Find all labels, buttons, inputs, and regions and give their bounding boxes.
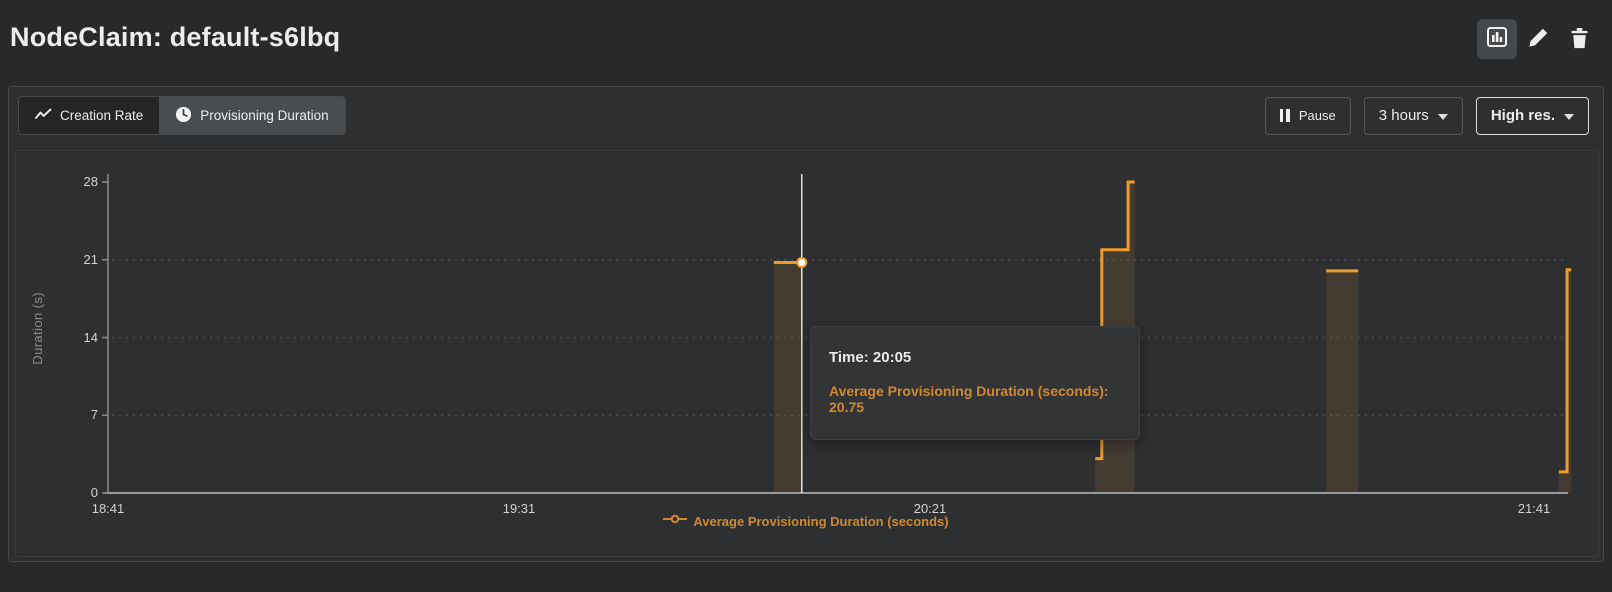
trash-icon: [1568, 26, 1591, 55]
metric-tabs: Creation Rate Provisioning Duration: [18, 96, 346, 135]
tooltip-time: Time: 20:05: [829, 349, 912, 366]
page-header: NodeClaim: default-s6lbq: [0, 0, 1612, 80]
panel-chart-button[interactable]: [1477, 19, 1517, 59]
legend-item-avg-provisioning-duration[interactable]: Average Provisioning Duration (seconds): [663, 512, 949, 530]
chart-area[interactable]: [15, 150, 1599, 557]
time-range-label: 3 hours: [1378, 107, 1429, 124]
clock-icon: [175, 106, 192, 126]
edit-button[interactable]: [1525, 27, 1551, 53]
y-axis-title: Duration (s): [30, 292, 45, 365]
y-tick-label: 28: [83, 174, 98, 189]
time-range-dropdown[interactable]: 3 hours: [1363, 96, 1463, 135]
y-tick-label: 7: [90, 407, 98, 423]
resolution-label: High res.: [1490, 107, 1555, 124]
pencil-icon: [1526, 25, 1551, 55]
x-tick-label: 19:31: [502, 501, 536, 516]
x-tick-label: 18:41: [91, 501, 125, 516]
page-title: NodeClaim: default-s6lbq: [10, 22, 341, 52]
resolution-dropdown[interactable]: High res.: [1475, 96, 1589, 135]
trend-line-icon: [35, 108, 52, 124]
y-tick-label: 14: [83, 329, 98, 345]
pause-button-label: Pause: [1298, 108, 1336, 123]
bar-chart-icon: [1485, 25, 1509, 54]
delete-button[interactable]: [1566, 27, 1592, 53]
line-circle-marker-icon: [663, 512, 688, 530]
legend-label: Average Provisioning Duration (seconds): [693, 513, 949, 529]
chart-controls: Pause 3 hours High res.: [1264, 96, 1589, 135]
x-tick-label: 21:41: [1517, 501, 1551, 516]
metrics-panel: Creation Rate Provisioning Duration Paus…: [8, 86, 1604, 562]
tab-creation-rate[interactable]: Creation Rate: [19, 97, 159, 134]
x-tick-label: 20:21: [913, 501, 947, 516]
y-tick-label: 21: [83, 251, 98, 267]
tab-provisioning-duration[interactable]: Provisioning Duration: [159, 97, 345, 134]
pause-button[interactable]: Pause: [1264, 96, 1351, 135]
pause-icon: [1279, 109, 1290, 122]
chart-tooltip: Time: 20:05 Average Provisioning Duratio…: [810, 326, 1140, 440]
tab-label: Provisioning Duration: [200, 108, 329, 123]
y-tick-label: 0: [90, 485, 98, 500]
tooltip-value: Average Provisioning Duration (seconds):…: [829, 383, 1109, 415]
caret-down-icon: [1564, 113, 1574, 120]
chart-legend: Average Provisioning Duration (seconds): [0, 512, 1612, 530]
caret-down-icon: [1437, 113, 1448, 120]
tab-label: Creation Rate: [60, 108, 144, 123]
